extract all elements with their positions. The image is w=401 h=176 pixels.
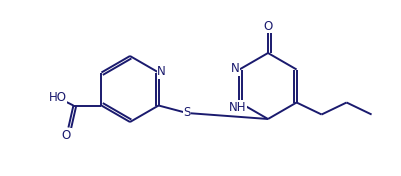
Text: HO: HO (49, 91, 67, 104)
Text: O: O (62, 129, 71, 142)
Text: N: N (157, 65, 166, 78)
Text: O: O (263, 20, 273, 33)
Text: S: S (183, 106, 191, 120)
Text: NH: NH (229, 101, 246, 114)
Text: N: N (231, 62, 240, 75)
